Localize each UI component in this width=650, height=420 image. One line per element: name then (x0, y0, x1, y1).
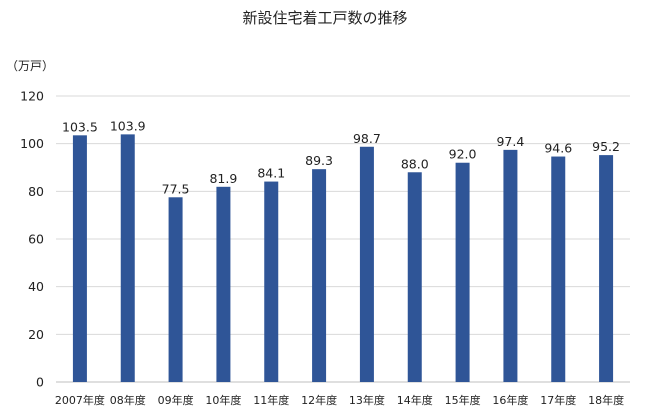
grid-lines (56, 95, 630, 383)
data-label: 77.5 (162, 181, 190, 196)
data-label: 95.2 (592, 139, 620, 154)
x-tick-label: 08年度 (110, 393, 146, 407)
bar (551, 156, 566, 382)
x-tick-label: 12年度 (301, 393, 337, 407)
x-tick-label: 15年度 (445, 393, 481, 407)
data-label: 81.9 (209, 171, 237, 186)
bar (312, 169, 327, 382)
data-label: 94.6 (544, 141, 572, 156)
y-tick-label: 40 (28, 279, 44, 294)
x-tick-label: 09年度 (158, 393, 194, 407)
bar (264, 181, 279, 382)
x-tick-label: 14年度 (397, 393, 433, 407)
y-tick-label: 60 (28, 232, 44, 247)
bar (599, 155, 614, 382)
x-tick-label: 11年度 (253, 393, 289, 407)
bar (407, 172, 422, 382)
y-axis-ticks: 0 20 40 60 80 100 120 (20, 89, 44, 390)
data-label: 84.1 (257, 166, 285, 181)
bar (503, 149, 518, 382)
bars (72, 134, 614, 382)
x-tick-label: 18年度 (588, 393, 624, 407)
y-axis-unit-label: （万戸） (6, 59, 54, 73)
x-tick-label: 10年度 (205, 393, 241, 407)
x-tick-label: 17年度 (540, 393, 576, 407)
bar (359, 146, 374, 382)
bar (120, 134, 135, 382)
bar (72, 135, 87, 382)
bar (455, 162, 470, 382)
y-tick-label: 20 (28, 327, 44, 342)
data-label: 103.5 (62, 119, 98, 134)
data-label: 89.3 (305, 153, 333, 168)
x-axis-ticks: 2007年度 08年度 09年度 10年度 11年度 12年度 13年度 14年度 15年度 16… (55, 393, 624, 407)
x-tick-label: 13年度 (349, 393, 385, 407)
data-labels: 103.5 103.9 77.5 81.9 84.1 89.3 98.7 88.0 92.0 97… (62, 118, 620, 196)
y-tick-label: 0 (36, 375, 44, 390)
data-label: 88.0 (401, 156, 429, 171)
data-label: 103.9 (110, 118, 146, 133)
y-tick-label: 120 (20, 89, 44, 104)
y-tick-label: 80 (28, 184, 44, 199)
y-tick-label: 100 (20, 136, 44, 151)
chart-title: 新設住宅着工戸数の推移 (242, 9, 407, 27)
data-label: 97.4 (496, 134, 524, 149)
data-label: 98.7 (353, 131, 381, 146)
x-tick-label: 2007年度 (55, 393, 105, 407)
bar (216, 186, 231, 382)
x-tick-label: 16年度 (492, 393, 528, 407)
data-label: 92.0 (449, 147, 477, 162)
bar (168, 197, 183, 382)
